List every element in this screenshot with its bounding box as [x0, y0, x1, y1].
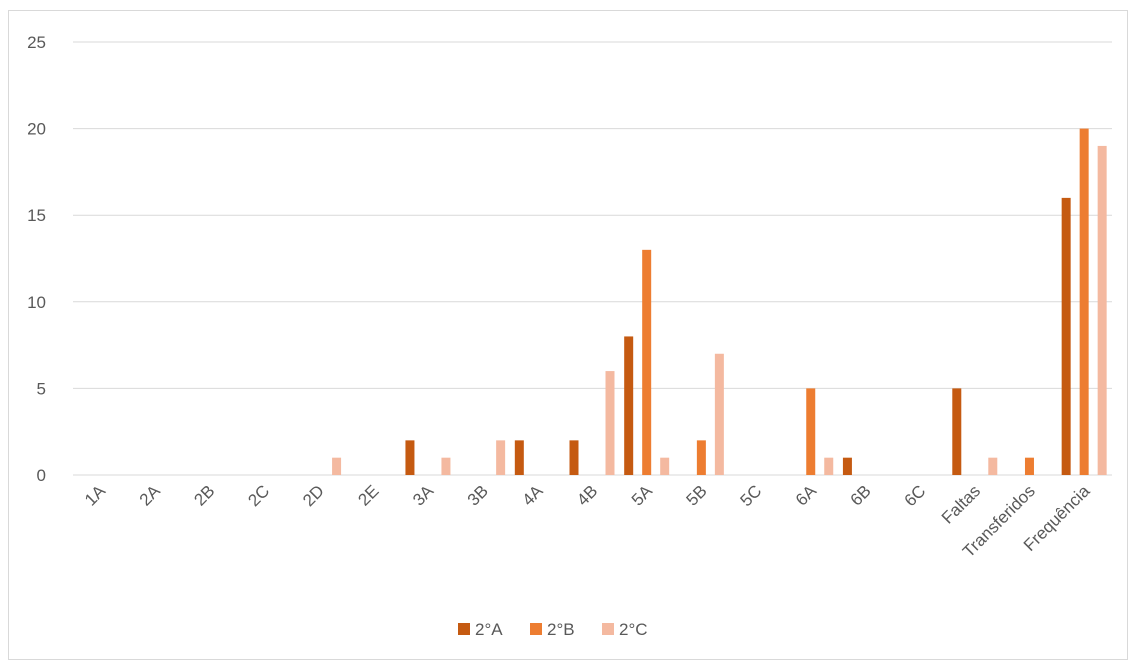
- bar: [514, 440, 524, 475]
- bar: [952, 388, 962, 475]
- gridlines: [73, 41, 1112, 476]
- bar: [842, 457, 852, 475]
- x-tick-label: 2B: [190, 481, 218, 509]
- bar: [660, 457, 670, 475]
- y-tick-label: 0: [37, 466, 46, 485]
- x-tick-label: 4B: [573, 481, 601, 509]
- chart-frame: [8, 10, 1128, 660]
- x-tick-label: 6A: [792, 481, 821, 510]
- y-tick-label: 25: [27, 33, 46, 52]
- x-tick-label: 6C: [901, 481, 930, 510]
- bar: [569, 440, 579, 475]
- x-tick-label: 2A: [136, 481, 165, 510]
- y-axis: 0 5 10 15 20 25: [27, 33, 46, 485]
- bar: [824, 457, 834, 475]
- x-tick-label: 5C: [737, 481, 766, 510]
- bar: [1079, 128, 1089, 475]
- bar: [1024, 457, 1034, 475]
- x-tick-label: 1A: [81, 481, 110, 510]
- bar: [405, 440, 415, 475]
- legend-swatch: [602, 623, 614, 635]
- x-tick-label: 6B: [847, 481, 875, 509]
- x-tick-label: Faltas: [938, 481, 984, 527]
- x-tick-label: 2E: [354, 481, 382, 509]
- bar: [806, 388, 816, 475]
- bars: [332, 128, 1107, 476]
- legend-label: 2°B: [547, 620, 575, 639]
- bar: [1097, 145, 1107, 476]
- bar: [624, 336, 634, 475]
- legend-swatch: [458, 623, 470, 635]
- bar: [714, 353, 724, 475]
- x-tick-label: 3B: [464, 481, 492, 509]
- y-tick-label: 10: [27, 293, 46, 312]
- legend: 2°A 2°B 2°C: [458, 620, 648, 639]
- bar: [332, 457, 342, 475]
- x-tick-label: 3A: [409, 481, 438, 510]
- y-tick-label: 5: [37, 379, 46, 398]
- bar: [696, 440, 706, 475]
- x-tick-label: 4A: [519, 481, 548, 510]
- y-tick-label: 15: [27, 206, 46, 225]
- bar: [642, 249, 652, 475]
- x-axis: 1A 2A 2B 2C 2D 2E 3A 3B 4A 4B 5A 5B 5C 6A 6B 6C FaltasTr…: [81, 481, 1094, 561]
- y-tick-label: 20: [27, 120, 46, 139]
- x-tick-label: 2C: [244, 481, 273, 510]
- legend-label: 2°A: [475, 620, 503, 639]
- legend-label: 2°C: [619, 620, 648, 639]
- bar: [441, 457, 451, 475]
- x-tick-label: 5A: [628, 481, 657, 510]
- bar: [605, 371, 615, 475]
- legend-swatch: [530, 623, 542, 635]
- bar: [988, 457, 998, 475]
- bar: [496, 440, 506, 475]
- x-tick-label: 5B: [683, 481, 711, 509]
- bar: [1061, 197, 1071, 475]
- x-tick-label: 2D: [299, 481, 328, 510]
